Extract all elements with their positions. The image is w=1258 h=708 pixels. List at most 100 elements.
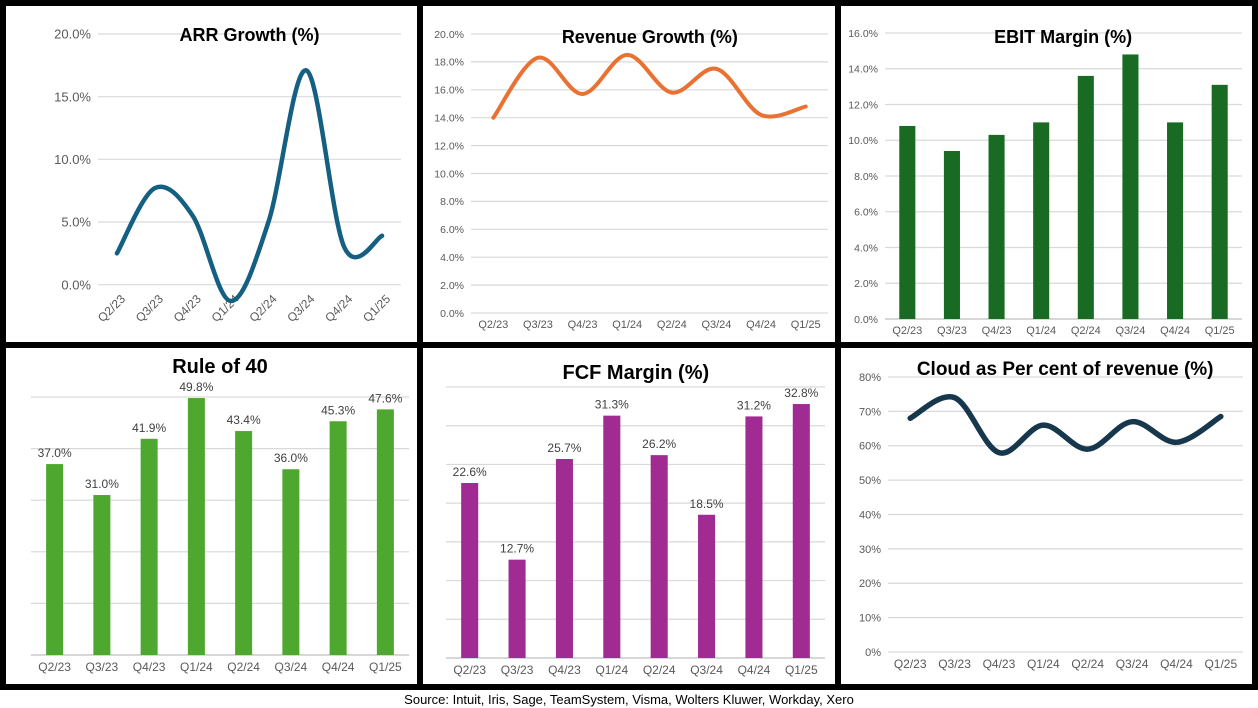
svg-text:Q2/23: Q2/23 [95,292,128,325]
svg-text:14.0%: 14.0% [435,112,465,124]
svg-text:18.5%: 18.5% [690,497,724,511]
svg-text:Q1/25: Q1/25 [360,292,393,325]
arr-growth-line-chart: 0.0% 5.0% 10.0% 15.0% 20.0% Q2/23 Q3/23 Q4/23 Q1… [54,27,401,325]
chart-title-rule-of-40: Rule of 40 [172,356,268,378]
svg-text:Q1/24: Q1/24 [613,319,643,331]
svg-text:5.0%: 5.0% [61,215,91,230]
svg-text:Q2/24: Q2/24 [643,663,676,677]
svg-text:Q3/24: Q3/24 [1115,325,1145,337]
svg-text:12.0%: 12.0% [848,99,878,111]
svg-text:Q2/23: Q2/23 [892,325,922,337]
svg-text:Q2/23: Q2/23 [454,663,487,677]
svg-text:Q4/24: Q4/24 [322,292,355,325]
chart-title-cloud-percent-revenue: Cloud as Per cent of revenue (%) [916,359,1214,380]
svg-text:0.0%: 0.0% [61,277,91,292]
svg-text:0%: 0% [865,647,881,659]
svg-text:Q1/25: Q1/25 [369,660,402,674]
svg-text:2.0%: 2.0% [440,280,464,292]
svg-text:16.0%: 16.0% [435,85,465,97]
ebit-margin-bar-chart: 0.0% 2.0% 4.0% 6.0% 8.0% 10.0% 12.0% 14.0% 16.0%… [848,28,1242,337]
chart-title-arr-growth: ARR Growth (%) [179,25,320,45]
svg-text:Q3/23: Q3/23 [938,657,971,671]
svg-text:Q1/24: Q1/24 [596,663,629,677]
svg-text:Q3/24: Q3/24 [1115,657,1148,671]
svg-text:Q4/23: Q4/23 [548,663,581,677]
svg-text:16.0%: 16.0% [848,28,878,40]
svg-text:15.0%: 15.0% [54,89,91,104]
svg-text:Q4/24: Q4/24 [738,663,771,677]
svg-text:8.0%: 8.0% [854,171,878,183]
svg-text:Q2/24: Q2/24 [1071,657,1104,671]
svg-text:26.2%: 26.2% [643,437,677,451]
svg-text:37.0%: 37.0% [38,446,72,460]
source-line: Source: Intuit, Iris, Sage, TeamSystem, … [0,690,1258,708]
svg-text:Q2/24: Q2/24 [227,660,260,674]
svg-text:45.3%: 45.3% [321,403,355,417]
svg-text:Q3/24: Q3/24 [702,319,732,331]
svg-text:Q4/24: Q4/24 [322,660,355,674]
svg-text:31.3%: 31.3% [595,398,629,412]
chart-title-revenue-growth: Revenue Growth (%) [561,27,738,47]
svg-text:Q2/23: Q2/23 [893,657,926,671]
svg-text:Q4/23: Q4/23 [133,660,166,674]
fcf-margin-bar-chart: Q2/23 Q3/23 Q4/23 Q1/24 Q2/24 Q3/24 Q4/24 Q1/25… [446,386,826,677]
svg-text:Q2/23: Q2/23 [38,660,71,674]
svg-text:Q1/24: Q1/24 [1027,657,1060,671]
svg-text:Q4/24: Q4/24 [1160,657,1193,671]
chart-title-fcf-margin: FCF Margin (%) [562,362,710,384]
cloud-percent-revenue-line-chart: 0% 10% 20% 30% 40% 50% 60% 70% 80% Q2/23 Q3/23 Q4/2… [859,372,1243,671]
svg-text:32.8%: 32.8% [785,386,819,400]
svg-text:12.0%: 12.0% [435,140,465,152]
svg-text:Q2/24: Q2/24 [657,319,687,331]
svg-text:4.0%: 4.0% [854,242,878,254]
svg-text:30%: 30% [859,544,881,556]
svg-text:Q3/23: Q3/23 [86,660,119,674]
svg-text:Q4/23: Q4/23 [171,292,204,325]
panel-ebit-margin: EBIT Margin (%) 0.0% 2.0% 4.0% 6.0% 8.0% 10.0… [840,6,1252,342]
svg-text:12.7%: 12.7% [500,542,534,556]
panel-fcf-margin: FCF Margin (%) Q2/23 Q3/23 Q4/23 Q1/24 Q2/24… [423,348,835,684]
svg-text:25.7%: 25.7% [548,441,582,455]
svg-text:Q4/23: Q4/23 [568,319,598,331]
svg-text:0.0%: 0.0% [440,308,464,320]
svg-text:22.6%: 22.6% [453,465,487,479]
svg-text:Q3/24: Q3/24 [284,292,317,325]
svg-text:Q3/23: Q3/23 [501,663,534,677]
svg-text:10%: 10% [859,613,881,625]
svg-text:Q4/24: Q4/24 [1160,325,1190,337]
svg-text:Q1/24: Q1/24 [180,660,213,674]
svg-text:Q1/25: Q1/25 [1204,325,1234,337]
svg-text:80%: 80% [859,372,881,384]
svg-text:Q4/23: Q4/23 [981,325,1011,337]
svg-text:20%: 20% [859,578,881,590]
svg-text:70%: 70% [859,406,881,418]
svg-text:0.0%: 0.0% [854,314,878,326]
svg-text:Q2/24: Q2/24 [1070,325,1100,337]
svg-text:10.0%: 10.0% [848,135,878,147]
chart-title-ebit-margin: EBIT Margin (%) [994,27,1133,47]
chart-grid: ARR Growth (%) 0.0% 5.0% 10.0% 15.0% 20.0% Q2… [0,0,1258,690]
rule-of-40-bar-chart: Q2/23 Q3/23 Q4/23 Q1/24 Q2/24 Q3/24 Q4/24 Q1/25… [31,380,409,674]
svg-text:31.2%: 31.2% [737,398,771,412]
svg-text:Q1/25: Q1/25 [1204,657,1237,671]
svg-text:31.0%: 31.0% [85,477,119,491]
svg-text:2.0%: 2.0% [854,278,878,290]
revenue-growth-line-chart: 0.0% 2.0% 4.0% 6.0% 8.0% 10.0% 12.0% 14.0% 16.0%… [435,29,829,331]
svg-text:6.0%: 6.0% [440,224,464,236]
svg-text:Q3/23: Q3/23 [937,325,967,337]
svg-text:Q2/23: Q2/23 [479,319,509,331]
svg-text:Q1/25: Q1/25 [785,663,818,677]
panel-arr-growth: ARR Growth (%) 0.0% 5.0% 10.0% 15.0% 20.0% Q2… [6,6,418,342]
svg-text:49.8%: 49.8% [179,380,213,394]
svg-text:10.0%: 10.0% [54,152,91,167]
panel-rule-of-40: Rule of 40 Q2/23 Q3/23 Q4/23 Q1/24 Q2/24 Q3/2… [6,348,418,684]
svg-text:Q2/24: Q2/24 [247,292,280,325]
svg-text:60%: 60% [859,441,881,453]
svg-text:Q3/23: Q3/23 [133,292,166,325]
svg-text:47.6%: 47.6% [368,391,402,405]
svg-text:4.0%: 4.0% [440,252,464,264]
svg-text:20.0%: 20.0% [435,29,465,41]
svg-text:Q3/24: Q3/24 [691,663,724,677]
svg-text:Q1/25: Q1/25 [791,319,821,331]
